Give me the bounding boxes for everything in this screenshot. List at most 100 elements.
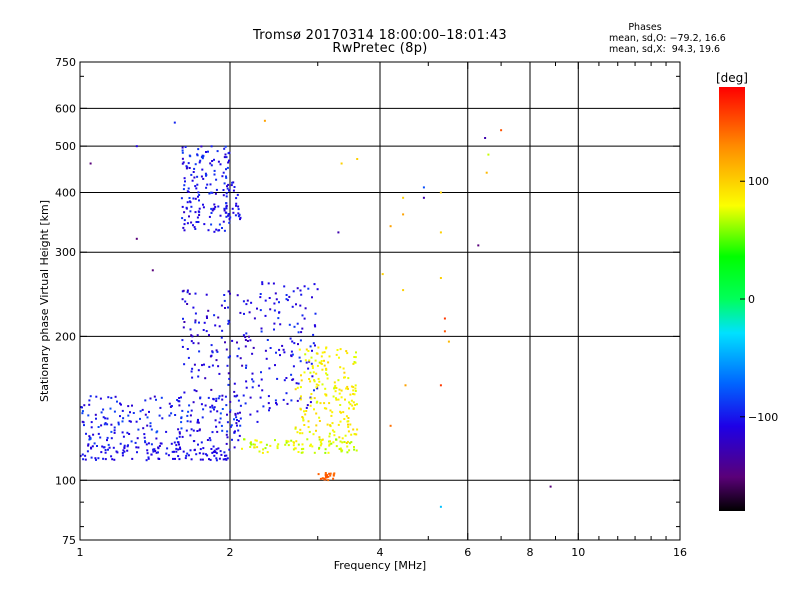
- data-point: [149, 422, 152, 425]
- data-point: [183, 219, 186, 222]
- data-point: [277, 443, 280, 446]
- data-point: [222, 220, 225, 223]
- data-point: [275, 402, 277, 404]
- data-point: [355, 449, 358, 452]
- data-point: [333, 434, 336, 437]
- data-point: [274, 292, 277, 295]
- data-point: [224, 341, 226, 344]
- data-point: [312, 342, 315, 345]
- data-point: [317, 473, 320, 476]
- data-point: [264, 447, 267, 450]
- data-point: [136, 451, 138, 454]
- colorbar-tick-label: −100: [748, 411, 778, 424]
- data-point: [225, 195, 228, 198]
- data-point: [549, 485, 552, 488]
- data-point: [170, 412, 173, 415]
- data-point: [218, 223, 221, 226]
- data-point: [295, 440, 298, 443]
- data-point: [191, 179, 194, 182]
- data-point: [354, 356, 357, 359]
- data-point: [300, 451, 303, 454]
- data-point: [319, 477, 322, 480]
- data-point: [114, 395, 117, 398]
- data-point: [183, 211, 186, 214]
- data-point: [84, 454, 87, 457]
- data-point: [101, 445, 104, 448]
- data-point: [332, 441, 335, 444]
- data-point: [245, 386, 248, 389]
- data-point: [160, 396, 163, 399]
- data-point: [215, 448, 218, 451]
- data-point: [353, 446, 355, 448]
- data-point: [143, 436, 146, 439]
- data-point: [352, 407, 355, 410]
- data-point: [104, 451, 107, 454]
- data-point: [97, 457, 100, 460]
- data-point: [443, 317, 446, 320]
- data-point: [259, 396, 262, 399]
- data-point: [355, 403, 358, 406]
- data-point: [353, 448, 356, 451]
- data-point: [181, 345, 184, 348]
- data-point: [150, 453, 153, 456]
- data-point: [189, 328, 192, 331]
- data-point: [223, 299, 226, 302]
- data-point: [175, 450, 178, 453]
- data-point: [192, 224, 194, 227]
- data-point: [251, 386, 254, 389]
- data-point: [84, 458, 87, 461]
- data-point: [224, 454, 226, 457]
- data-point: [144, 413, 147, 416]
- data-point: [354, 403, 357, 406]
- data-point: [443, 330, 446, 333]
- data-point: [290, 373, 293, 376]
- data-point: [343, 376, 345, 379]
- data-point: [294, 388, 297, 391]
- data-point: [106, 436, 109, 439]
- data-point: [245, 380, 248, 383]
- data-point: [297, 443, 300, 446]
- data-point: [318, 361, 321, 364]
- data-point: [305, 410, 308, 412]
- data-point: [294, 427, 297, 430]
- data-point: [185, 167, 188, 170]
- data-point: [109, 407, 112, 410]
- data-point: [110, 423, 113, 426]
- grid: [80, 62, 680, 540]
- data-point: [340, 162, 343, 165]
- data-point: [177, 448, 180, 451]
- data-point: [350, 385, 353, 388]
- data-point: [90, 421, 93, 424]
- data-point: [123, 450, 126, 453]
- data-point: [236, 394, 239, 397]
- data-point: [237, 215, 240, 218]
- data-point: [221, 394, 224, 397]
- data-point: [132, 412, 135, 414]
- data-point: [214, 206, 217, 208]
- data-point: [286, 299, 289, 302]
- data-point: [239, 417, 242, 420]
- data-point: [296, 431, 299, 434]
- data-point: [215, 188, 218, 191]
- data-point: [337, 231, 340, 234]
- data-point: [202, 177, 205, 180]
- data-point: [343, 418, 346, 420]
- data-point: [87, 444, 90, 447]
- data-point: [209, 162, 212, 165]
- data-point: [225, 207, 228, 210]
- data-point: [158, 458, 161, 460]
- data-point: [260, 378, 263, 381]
- data-point: [180, 421, 183, 424]
- data-point: [352, 362, 355, 365]
- data-point: [225, 215, 228, 218]
- data-point: [348, 401, 351, 404]
- data-point: [319, 402, 322, 405]
- data-point: [389, 424, 392, 427]
- data-point: [329, 409, 332, 412]
- data-point: [285, 294, 288, 296]
- data-point: [200, 156, 203, 158]
- data-point: [259, 441, 262, 444]
- data-point: [151, 269, 154, 272]
- data-point: [236, 294, 239, 297]
- data-point: [97, 426, 100, 428]
